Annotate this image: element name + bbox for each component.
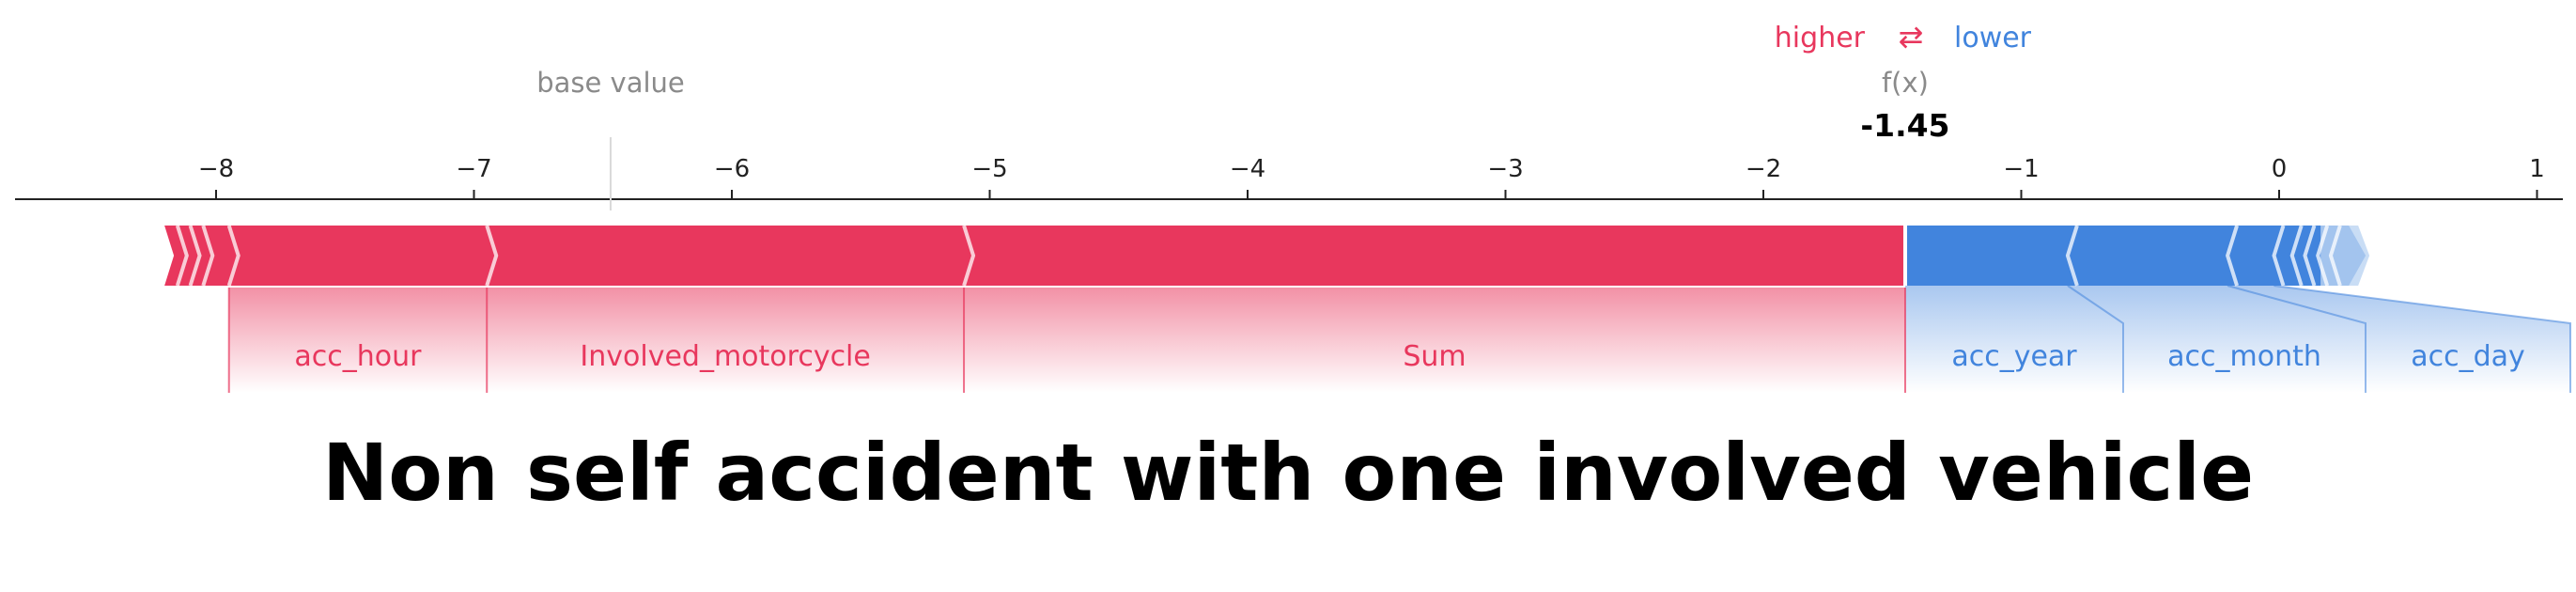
negative-bar-separator — [2289, 225, 2304, 287]
plot-title: Non self accident with one involved vehi… — [321, 427, 2255, 519]
x-tick-label: −2 — [1746, 155, 1781, 183]
positive-bar-separator — [201, 225, 215, 287]
positive-bar-separator — [962, 225, 976, 287]
x-tick-label: −3 — [1487, 155, 1523, 183]
negative-force-bar — [1904, 226, 2367, 286]
force-plot: acc_hour Involved_motorcycle Sum acc_year ac… — [15, 19, 2571, 393]
feature-label-acc_hour: acc_hour — [294, 340, 422, 373]
x-tick-label: −5 — [971, 155, 1007, 183]
negative-bar-separator — [2272, 225, 2286, 287]
positive-force-bar — [164, 226, 1905, 286]
base-value-label: base value — [536, 67, 685, 99]
negative-bar-separator — [2316, 225, 2330, 287]
x-tick-label: −6 — [714, 155, 750, 183]
output-value-label: -1.45 — [1860, 107, 1949, 144]
positive-bar-separator — [485, 225, 499, 287]
fx-label: f(x) — [1882, 67, 1929, 99]
negative-bar-separator — [2328, 225, 2342, 287]
feature-label-Involved_motorcycle: Involved_motorcycle — [580, 340, 870, 373]
negative-bar-tail — [2320, 226, 2370, 286]
x-tick-label: 0 — [2272, 155, 2288, 183]
feature-label-acc_month: acc_month — [2167, 340, 2321, 373]
negative-bar-separator — [2303, 225, 2317, 287]
x-tick-label: 1 — [2529, 155, 2545, 183]
positive-bar-separator — [188, 225, 202, 287]
legend-lower-label: lower — [1954, 22, 2032, 55]
legend-arrows-icon: ⇄ — [1899, 19, 1924, 55]
x-tick-label: −4 — [1230, 155, 1265, 183]
negative-bar-separator — [2226, 225, 2240, 287]
positive-feature-gradient — [228, 288, 1905, 393]
positive-bar-separator — [226, 225, 241, 287]
feature-label-acc_year: acc_year — [1951, 340, 2077, 373]
negative-bar-separator — [2065, 225, 2079, 287]
feature-link-area — [2067, 286, 2366, 393]
feature-label-Sum: Sum — [1403, 340, 1466, 373]
x-tick-label: −8 — [198, 155, 234, 183]
x-tick-label: −7 — [456, 155, 491, 183]
feature-link-line — [2273, 285, 2571, 393]
feature-link-area — [1904, 286, 2123, 393]
legend-higher-label: higher — [1775, 22, 1866, 55]
x-tick-label: −1 — [2003, 155, 2039, 183]
feature-label-acc_day: acc_day — [2411, 340, 2525, 373]
positive-bar-separator — [175, 225, 189, 287]
